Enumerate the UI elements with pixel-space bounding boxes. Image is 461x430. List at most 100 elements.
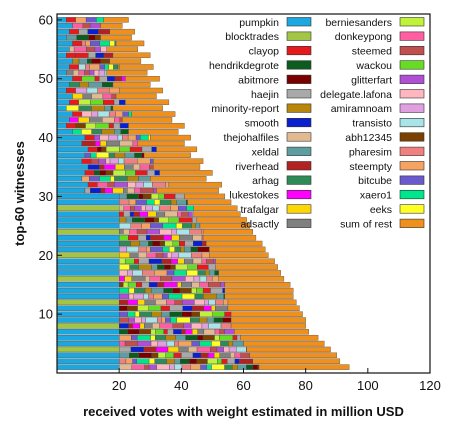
- bar-segment-xeldal-rank-41: [114, 128, 121, 135]
- legend-swatch-berniesanders: [399, 17, 425, 27]
- bar-segment-pumpkin-rank-14: [56, 287, 120, 294]
- legend-swatch-clayop: [286, 45, 312, 56]
- bar-segment-smooth-rank-58: [87, 28, 99, 35]
- bar-segment-trafalgar-rank-35: [115, 164, 125, 170]
- legend-swatch-steempty: [399, 161, 425, 171]
- y-tick-label: 40: [39, 130, 53, 145]
- bar-segment-sum-of-rest-rank-10: [230, 311, 303, 317]
- bar-segment-delegate-lafona-rank-4: [223, 346, 230, 353]
- bar-segment-xeldal-rank-18: [151, 264, 158, 270]
- bar-segment-steempty-rank-32: [165, 181, 170, 188]
- bar-segment-hendrikdegrote-rank-34: [94, 170, 100, 176]
- bar-segment-steempty-rank-24: [201, 229, 204, 235]
- bar-segment-pharesim-rank-17: [142, 270, 155, 276]
- bar-segment-berniesanders-rank-30: [151, 193, 159, 200]
- legend-label-smooth: smooth: [245, 118, 280, 130]
- y-axis-title: top-60 witnesses: [12, 141, 27, 246]
- bar-segment-xaero1-rank-10: [127, 311, 136, 317]
- bar-segment-donkeypong-rank-3: [234, 352, 241, 359]
- bar-segment-amiramnoam-rank-32: [135, 181, 144, 188]
- legend-label-pharesim: pharesim: [349, 146, 392, 158]
- bar-segment-clayop-rank-15: [135, 282, 143, 288]
- bar-segment-glitterfart-rank-5: [137, 340, 152, 347]
- bar-segment-berniesanders-rank-34: [112, 170, 126, 176]
- bar-segment-xeldal-rank-2: [174, 358, 181, 364]
- bar-segment-adsactly-rank-47: [82, 93, 92, 100]
- bar-segment-pumpkin-rank-36: [56, 158, 83, 164]
- bar-segment-abh12345-rank-11: [127, 305, 138, 311]
- bar-segment-adsactly-rank-15: [181, 282, 193, 288]
- bar-segment-pumpkin-rank-2: [56, 358, 120, 364]
- bar-segment-adsactly-rank-3: [219, 352, 231, 359]
- bar-segment-amiramnoam-rank-51: [98, 70, 106, 76]
- bar-segment-minority-report-rank-26: [118, 217, 127, 223]
- bar-segment-pharesim-rank-52: [85, 64, 90, 70]
- bar-segment-sum-of-rest-rank-3: [249, 352, 337, 359]
- bar-segment-pumpkin-rank-3: [56, 352, 120, 359]
- bar-segment-trafalgar-rank-4: [167, 346, 179, 353]
- bar-segment-lukestokes-rank-11: [203, 305, 212, 311]
- bar-segment-hendrikdegrote-rank-57: [76, 34, 89, 41]
- bar-segment-pumpkin-rank-44: [56, 111, 73, 117]
- bar-segment-delegate-lafona-rank-17: [118, 270, 128, 276]
- bar-segment-amiramnoam-rank-8: [201, 323, 209, 329]
- bar-segment-clayop-rank-19: [134, 258, 139, 264]
- bar-segment-eeks-rank-1: [211, 364, 225, 370]
- bar-segment-pharesim-rank-13: [148, 293, 154, 300]
- legend-label-donkeypong: donkeypong: [335, 31, 392, 43]
- bar-segment-smooth-rank-7: [173, 329, 182, 335]
- bar-segment-haejin-rank-2: [227, 358, 236, 364]
- bar-segment-abitmore-rank-57: [88, 34, 96, 41]
- bar-segment-lukestokes-rank-4: [156, 346, 169, 353]
- bar-segment-smooth-rank-27: [129, 211, 135, 217]
- bar-segment-clayop-rank-30: [163, 193, 176, 200]
- bar-segment-xeldal-rank-25: [195, 223, 201, 229]
- bar-segment-donkeypong-rank-20: [146, 252, 157, 258]
- bar-segment-blocktrades-rank-20: [56, 252, 120, 258]
- bar-segment-hendrikdegrote-rank-30: [126, 193, 139, 200]
- bar-segment-sum-of-rest-rank-37: [143, 152, 191, 158]
- legend-swatch-xeldal: [286, 146, 312, 156]
- bar-segment-pumpkin-rank-56: [56, 40, 73, 47]
- bar-segment-abitmore-rank-14: [172, 287, 181, 294]
- bar-segment-pumpkin-rank-48: [56, 87, 67, 94]
- bar-segment-bitcube-rank-10: [118, 311, 128, 317]
- bar-segment-clayop-rank-54: [75, 52, 89, 58]
- bar-segment-haejin-rank-15: [141, 282, 150, 288]
- bar-segment-bitcube-rank-56: [90, 40, 100, 47]
- bar-segment-lukestokes-rank-7: [185, 329, 193, 335]
- x-tick-label: 20: [112, 378, 126, 393]
- bar-segment-xeldal-rank-26: [125, 217, 133, 223]
- bar-segment-steempty-rank-1: [190, 364, 201, 370]
- bar-segment-pharesim-rank-9: [157, 317, 162, 323]
- bar-segment-arhag-rank-18: [129, 264, 139, 270]
- bar-segment-wackou-rank-30: [158, 193, 165, 200]
- legend-label-steempty: steempty: [349, 161, 392, 173]
- bar-segment-clayop-rank-14: [202, 287, 211, 294]
- bar-segment-berniesanders-rank-14: [191, 287, 197, 294]
- bar-segment-riverhead-rank-12: [118, 299, 129, 306]
- bar-segment-pumpkin-rank-51: [56, 70, 67, 76]
- bar-segment-pharesim-rank-16: [206, 276, 213, 282]
- legend-swatch-wackou: [399, 60, 425, 70]
- bar-segment-wackou-rank-19: [124, 258, 135, 264]
- bar-segment-clayop-rank-44: [72, 111, 83, 117]
- bar-segment-hendrikdegrote-rank-45: [110, 105, 114, 111]
- bar-segment-adsactly-rank-20: [129, 252, 139, 258]
- bar-segment-thejohalfiles-rank-47: [91, 93, 104, 100]
- bar-segment-haejin-rank-14: [210, 287, 223, 294]
- bar-segment-clayop-rank-42: [108, 123, 114, 129]
- bar-segment-haejin-rank-18: [208, 264, 216, 270]
- legend-label-riverhead: riverhead: [235, 161, 279, 173]
- bar-segment-pumpkin-rank-10: [56, 311, 120, 317]
- bar-segment-sum-of-rest-rank-59: [100, 23, 123, 29]
- bar-segment-riverhead-rank-4: [143, 346, 157, 353]
- bar-segment-minority-report-rank-52: [117, 64, 120, 70]
- bar-segment-xeldal-rank-57: [66, 34, 77, 41]
- bar-segment-riverhead-rank-54: [103, 52, 114, 58]
- bar-segment-blocktrades-rank-8: [56, 323, 120, 329]
- bar-segment-clayop-rank-22: [178, 240, 185, 247]
- bar-segment-eeks-rank-18: [118, 264, 130, 270]
- bar-segment-pumpkin-rank-34: [56, 170, 86, 176]
- bar-segment-steemed-rank-27: [181, 211, 189, 217]
